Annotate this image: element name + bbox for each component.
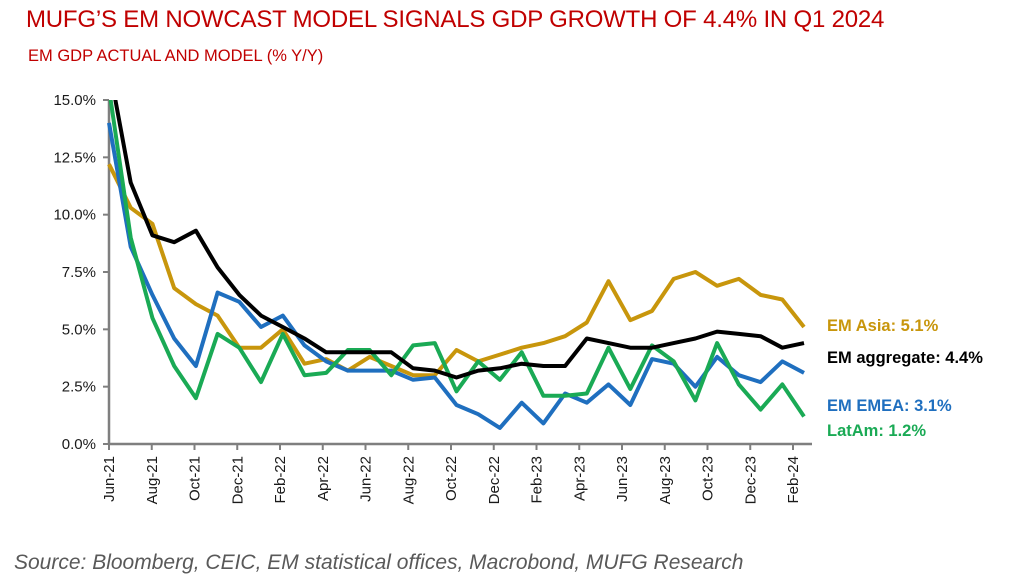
legend-label-em-emea: EM EMEA: 3.1% [827,397,952,415]
axes [103,99,812,450]
x-tick-label: Dec-23 [742,456,759,504]
series-line-em-emea [107,122,805,430]
y-tick-label: 0.0% [62,436,96,453]
x-tick-label: Jun-21 [101,456,118,502]
x-tick-label: Aug-21 [144,456,161,504]
x-tick-label: Oct-21 [187,456,204,501]
y-tick-label: 12.5% [53,149,96,166]
x-tick-label: Dec-22 [486,456,503,504]
x-tick-label: Oct-22 [443,456,460,501]
x-tick-label: Apr-23 [571,456,588,501]
y-tick-label: 5.0% [62,321,96,338]
x-tick-label: Apr-22 [315,456,332,501]
series-line-em-asia [107,163,806,378]
x-tick-label: Dec-21 [229,456,246,504]
legend-label-latam: LatAm: 1.2% [827,422,926,440]
x-tick-label: Aug-22 [400,456,417,504]
x-tick-label: Oct-23 [700,456,717,501]
x-tick-labels: Jun-21 Aug-21 Oct-21 Dec-21 Feb-22 Apr-22 Jun-… [101,456,802,504]
x-tick-label: Jun-22 [358,456,375,502]
y-tick-label: 10.0% [53,207,96,224]
x-tick-label: Feb-24 [785,456,802,504]
y-tick-label: 2.5% [62,379,96,396]
x-tick-label: Feb-23 [529,456,546,504]
series-lines [107,100,806,430]
legend: EM Asia: 5.1% EM aggregate: 4.4% EM EMEA: … [827,317,983,440]
x-tick-label: Aug-23 [657,456,674,504]
legend-label-em-asia: EM Asia: 5.1% [827,317,939,335]
y-tick-labels: 0.0% 2.5% 5.0% 7.5% 10.0% 12.5% 15.0% [53,92,96,453]
x-tick-label: Feb-22 [272,456,289,504]
y-tick-label: 7.5% [62,264,96,281]
series-line-em-aggregate [113,100,805,380]
chart-title: MUFG’S EM NOWCAST MODEL SIGNALS GDP GROW… [26,6,885,33]
legend-label-em-aggregate: EM aggregate: 4.4% [827,349,983,367]
chart-subtitle: EM GDP ACTUAL AND MODEL (% Y/Y) [28,47,324,65]
y-tick-label: 15.0% [53,92,96,109]
source-note: Source: Bloomberg, CEIC, EM statistical … [14,551,744,574]
series-line-latam [108,100,806,418]
x-tick-label: Jun-23 [614,456,631,502]
